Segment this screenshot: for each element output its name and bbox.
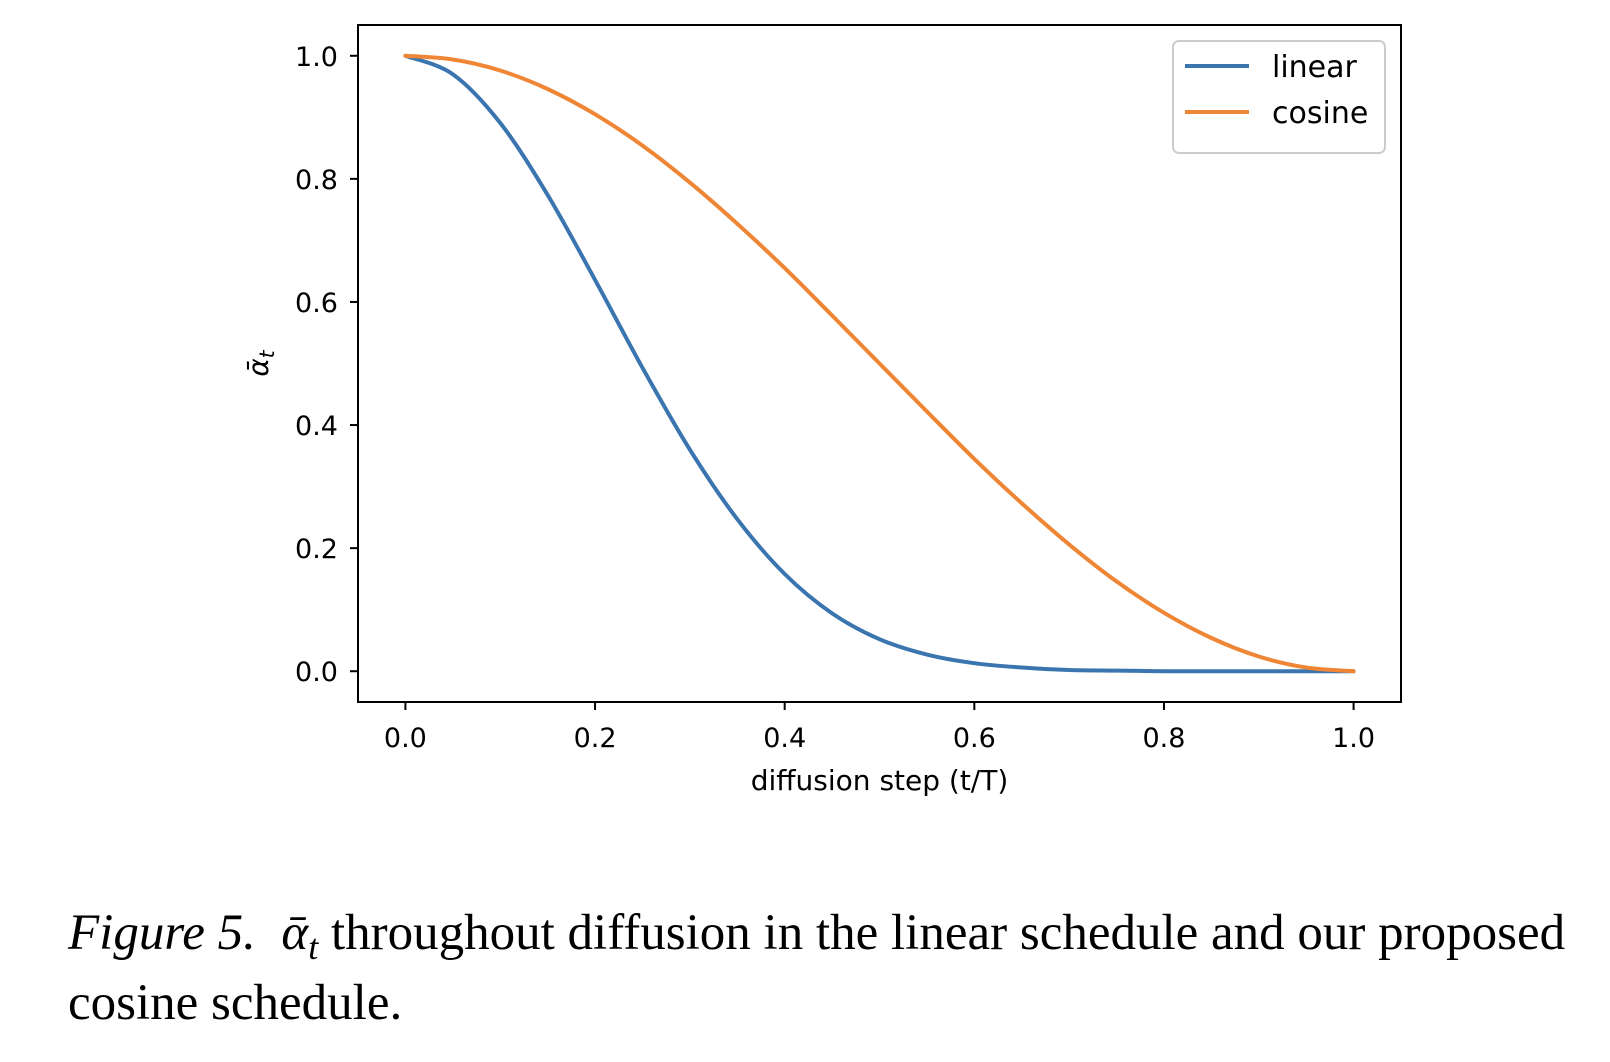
y-tick-label: 0.0 [295,657,338,688]
y-tick-label: 0.8 [295,165,338,196]
x-axis-label: diffusion step (t/T) [751,764,1009,797]
caption-text: throughout diffusion in the linear sched… [68,905,1566,1031]
y-tick-label: 0.6 [295,288,338,319]
x-tick-label: 1.0 [1332,723,1375,754]
legend-label-linear: linear [1272,50,1358,85]
chart: 0.0 0.2 0.4 0.6 0.8 1.0 0.0 0.2 0.4 0.6 0.8 1.0 di… [242,24,1402,797]
legend: linear cosine [1172,40,1386,154]
legend-label-cosine: cosine [1272,96,1368,131]
figure-label: Figure 5. [68,905,256,961]
plot-frame [357,24,1402,703]
y-tick-label: 0.4 [295,411,338,442]
x-tick-label: 0.6 [953,723,996,754]
caption-symbol-alpha: ᾱ [281,905,309,961]
x-tick-label: 0.0 [384,723,427,754]
series-line-linear [403,53,1356,674]
x-tick-label: 0.8 [1142,723,1185,754]
x-axis-ticks: 0.0 0.2 0.4 0.6 0.8 1.0 [384,702,1375,754]
series-lines [403,53,1356,674]
y-axis-label: ᾱt [242,349,279,376]
y-axis-label-symbol: ᾱ [242,358,275,377]
caption-symbol-subscript: t [308,927,319,967]
y-axis-label-subscript: t [255,349,279,358]
y-tick-label: 0.2 [295,534,338,565]
legend-box [1172,40,1386,154]
y-axis-ticks: 0.0 0.2 0.4 0.6 0.8 1.0 [295,42,358,688]
y-tick-label: 1.0 [295,42,338,73]
figure-caption: Figure 5. ᾱt throughout diffusion in the… [68,898,1588,1038]
x-tick-label: 0.2 [574,723,617,754]
caption-symbol: ᾱt [281,905,318,965]
x-tick-label: 0.4 [763,723,806,754]
series-line-cosine [403,53,1356,674]
